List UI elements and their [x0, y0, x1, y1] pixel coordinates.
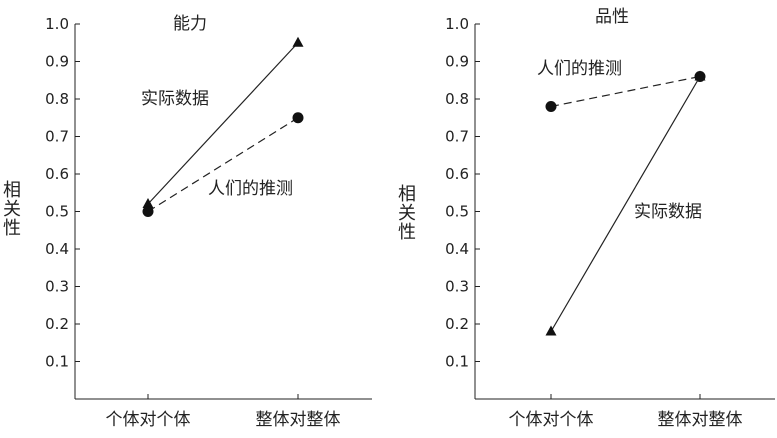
series-label: 实际数据: [141, 89, 209, 109]
series-line: [147, 117, 299, 213]
y-axis-label-char: 关: [398, 203, 416, 224]
y-tick-label: 0.9: [45, 53, 69, 71]
y-tick-label: 0.5: [445, 203, 469, 221]
y-tick-label: 1.0: [445, 15, 469, 33]
chart-title: 能力: [173, 14, 207, 34]
series-line: [147, 42, 299, 205]
y-tick-label: 0.7: [445, 128, 469, 146]
y-tick-label: 0.3: [45, 278, 69, 296]
y-tick-label: 0.3: [445, 278, 469, 296]
y-axis-label: 相关性: [3, 180, 21, 239]
chart-title: 品性: [595, 7, 629, 27]
y-axis-label-char: 关: [3, 199, 21, 220]
data-point-circle: [142, 206, 154, 217]
y-tick-label: 0.4: [45, 240, 69, 258]
series-line: [550, 76, 701, 332]
y-axis-label-char: 性: [3, 218, 21, 239]
data-point-circle: [292, 112, 304, 124]
series-label: 实际数据: [634, 202, 702, 222]
y-axis-label-char: 性: [398, 222, 416, 243]
x-tick-label: 整体对整体: [658, 410, 743, 430]
data-point-triangle: [142, 198, 154, 208]
data-point-triangle: [292, 36, 304, 47]
character-chart-panel: 0.1 0.2 0.3 0.4 0.5 0.6 0.7 0.8 0.9 1.0 个体对个体 整体对整体…: [398, 7, 775, 430]
series-line: [550, 75, 701, 108]
y-tick-label: 0.5: [45, 203, 69, 221]
data-point-circle: [545, 101, 557, 112]
y-axis-label-char: 相: [398, 184, 416, 205]
series-label: 人们的推测: [208, 179, 293, 199]
data-point-triangle: [545, 325, 557, 336]
y-tick-label: 0.6: [445, 165, 469, 183]
x-tick-label: 整体对整体: [256, 410, 341, 430]
y-axis-label-char: 相: [3, 180, 21, 201]
y-tick-label: 0.2: [45, 315, 69, 333]
y-tick-label: 1.0: [45, 15, 69, 33]
x-tick-label: 个体对个体: [509, 410, 594, 430]
y-tick-label: 0.2: [445, 315, 469, 333]
ability-chart-panel: 0.1 0.2 0.3 0.4 0.5 0.6 0.7 0.8 0.9 1.0 个体对个体 整体对整体…: [3, 14, 372, 430]
y-tick-label: 0.4: [445, 240, 469, 258]
y-tick-label: 0.9: [445, 53, 469, 71]
y-tick-label: 0.8: [45, 90, 69, 108]
y-tick-label: 0.1: [445, 353, 469, 371]
y-tick-label: 0.1: [45, 353, 69, 371]
x-tick-label: 个体对个体: [106, 410, 191, 430]
data-point-triangle: [694, 70, 706, 81]
y-axis-label: 相关性: [398, 184, 416, 243]
y-tick-label: 0.6: [45, 165, 69, 183]
y-tick-label: 0.7: [45, 128, 69, 146]
series-label: 人们的推测: [537, 59, 622, 79]
y-tick-label: 0.8: [445, 90, 469, 108]
